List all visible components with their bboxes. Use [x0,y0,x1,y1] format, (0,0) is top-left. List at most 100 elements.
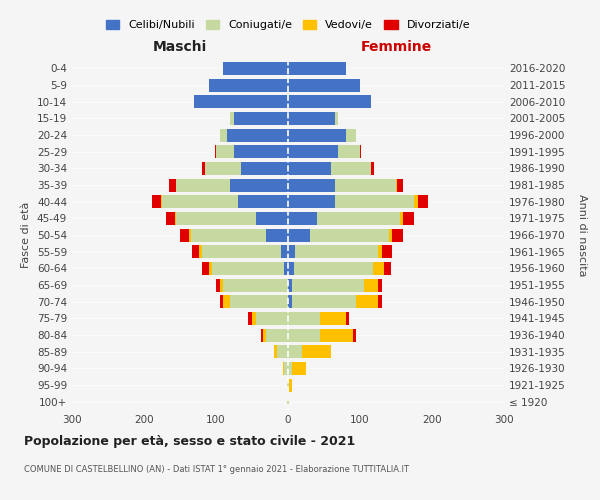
Bar [287,395,288,408]
Bar [274,345,277,358]
Bar [288,95,371,108]
Bar [209,78,288,92]
Bar [378,278,382,291]
Bar [263,328,266,342]
Bar [397,178,403,192]
Bar [414,195,418,208]
Bar [262,328,263,342]
Bar [227,128,288,141]
Bar [188,228,191,241]
Bar [220,128,227,141]
Bar [373,262,384,275]
Bar [256,312,288,325]
Bar [162,195,238,208]
Bar [378,245,382,258]
Bar [216,278,220,291]
Bar [384,262,391,275]
Bar [288,195,335,208]
Bar [320,328,353,342]
Bar [396,178,397,192]
Bar [277,345,288,358]
Bar [292,362,306,375]
Bar [223,62,288,75]
Bar [175,212,176,225]
Bar [166,212,175,225]
Bar [320,312,346,325]
Y-axis label: Anni di nascita: Anni di nascita [577,194,587,276]
Bar [335,195,414,208]
Y-axis label: Fasce di età: Fasce di età [22,202,31,268]
Bar [292,278,364,291]
Bar [288,145,338,158]
Bar [288,62,346,75]
Bar [403,212,414,225]
Bar [230,295,288,308]
Bar [238,195,288,208]
Bar [205,162,241,175]
Bar [317,212,400,225]
Bar [389,228,392,241]
Bar [216,145,234,158]
Bar [288,178,335,192]
Bar [353,328,356,342]
Text: Popolazione per età, sesso e stato civile - 2021: Popolazione per età, sesso e stato civil… [24,435,355,448]
Bar [202,245,281,258]
Bar [284,262,288,275]
Bar [176,212,256,225]
Bar [220,278,223,291]
Bar [302,345,331,358]
Bar [288,312,320,325]
Bar [194,95,288,108]
Bar [392,228,403,241]
Bar [346,128,356,141]
Bar [230,178,288,192]
Bar [266,328,288,342]
Bar [248,312,252,325]
Bar [266,228,288,241]
Bar [288,245,295,258]
Bar [288,345,302,358]
Bar [209,262,212,275]
Bar [199,245,202,258]
Bar [288,262,294,275]
Legend: Celibi/Nubili, Coniugati/e, Vedovi/e, Divorziati/e: Celibi/Nubili, Coniugati/e, Vedovi/e, Di… [103,16,473,34]
Bar [180,228,188,241]
Bar [288,128,346,141]
Bar [191,228,266,241]
Bar [295,245,378,258]
Bar [202,162,205,175]
Bar [288,395,289,408]
Text: COMUNE DI CASTELBELLINO (AN) - Dati ISTAT 1° gennaio 2021 - Elaborazione TUTTITA: COMUNE DI CASTELBELLINO (AN) - Dati ISTA… [24,465,409,474]
Bar [346,312,349,325]
Bar [335,112,338,125]
Bar [382,245,392,258]
Bar [223,295,230,308]
Bar [288,228,310,241]
Bar [356,295,378,308]
Bar [212,262,284,275]
Text: Maschi: Maschi [153,40,207,54]
Bar [241,162,288,175]
Bar [360,145,361,158]
Bar [169,178,176,192]
Bar [331,162,371,175]
Bar [252,312,256,325]
Bar [234,112,288,125]
Bar [364,278,378,291]
Bar [256,212,288,225]
Bar [230,112,234,125]
Bar [220,295,223,308]
Bar [215,145,216,158]
Bar [289,378,292,392]
Bar [378,295,382,308]
Bar [288,328,320,342]
Bar [202,262,209,275]
Bar [283,362,284,375]
Bar [288,378,289,392]
Bar [284,362,288,375]
Bar [400,212,403,225]
Bar [288,162,331,175]
Bar [292,295,356,308]
Bar [288,78,360,92]
Text: Femmine: Femmine [361,40,431,54]
